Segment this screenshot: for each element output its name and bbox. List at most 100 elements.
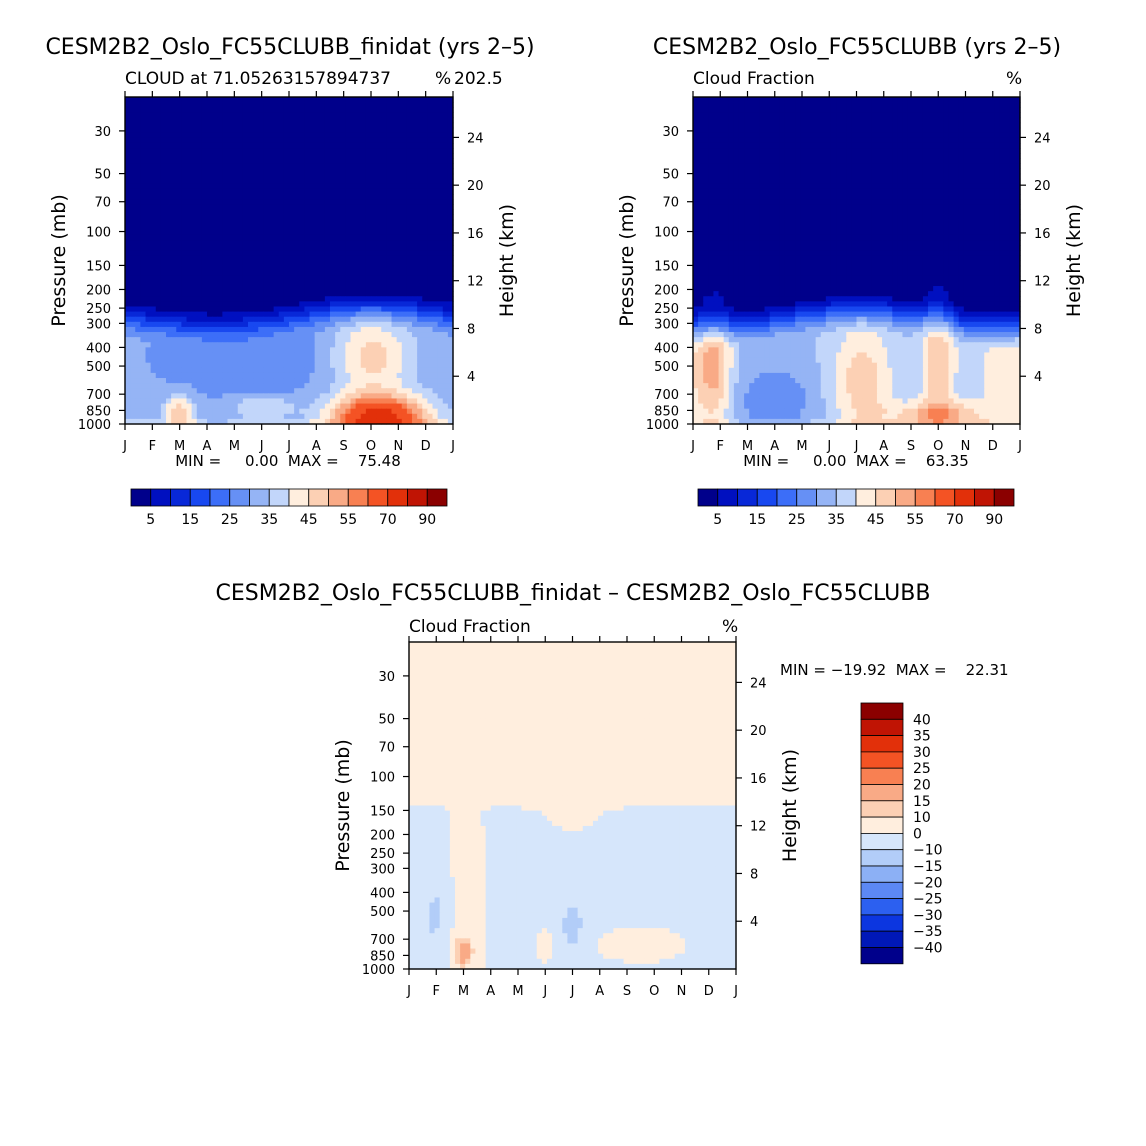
heatmap-cell [186, 413, 193, 420]
heatmap-cell [294, 301, 300, 308]
heatmap-cell [248, 255, 254, 262]
heatmap-cell [125, 132, 131, 139]
heatmap-cell [324, 240, 331, 246]
heatmap-cell [201, 112, 208, 119]
heatmap-cell [447, 153, 454, 159]
heatmap-cell [422, 296, 428, 302]
heatmap-cell [974, 127, 980, 134]
heatmap-cell [968, 142, 975, 149]
heatmap-cell [324, 112, 331, 119]
heatmap-cell [263, 214, 270, 221]
heatmap-cell [155, 97, 162, 103]
heatmap-cell [355, 332, 362, 338]
heatmap-cell [754, 107, 761, 113]
heatmap-cell [754, 142, 761, 149]
heatmap-cell [222, 306, 229, 313]
heatmap-cell [150, 332, 157, 338]
heatmap-cell [207, 224, 213, 231]
heatmap-cell [212, 148, 218, 154]
heatmap-cell [150, 383, 157, 389]
heatmap-cell [227, 219, 234, 226]
heatmap-cell [319, 234, 326, 241]
heatmap-cell [135, 347, 141, 354]
heatmap-cell [309, 357, 316, 364]
heatmap-cell [412, 240, 418, 246]
heatmap-cell [769, 112, 776, 119]
y-tick-label: 100 [86, 226, 111, 241]
heatmap-cell [253, 388, 259, 394]
heatmap-cell [417, 321, 423, 328]
heatmap-cell [432, 296, 439, 302]
heatmap-cell [335, 413, 341, 420]
heatmap-cell [263, 326, 270, 333]
heatmap-cell [196, 102, 203, 108]
heatmap-cell [442, 347, 449, 354]
heatmap-cell [145, 245, 152, 251]
heatmap-cell [207, 311, 213, 318]
heatmap-cell [160, 357, 167, 364]
heatmap-cell [248, 245, 254, 251]
heatmap-cell [417, 332, 423, 338]
heatmap-cell [125, 102, 131, 108]
heatmap-cell [242, 168, 249, 175]
heatmap-cell [406, 229, 413, 236]
heatmap-cell [242, 153, 249, 159]
heatmap-cell [217, 357, 223, 364]
heatmap-cell [856, 117, 863, 124]
heatmap-cell [212, 352, 218, 359]
heatmap-cell [166, 260, 172, 267]
heatmap-cell [289, 306, 295, 313]
heatmap-cell [150, 250, 157, 256]
heatmap-cell [130, 219, 136, 226]
heatmap-cell [140, 362, 147, 369]
heatmap-cell [330, 234, 336, 241]
heatmap-cell [406, 372, 413, 379]
heatmap-cell [376, 214, 382, 221]
heatmap-cell [784, 112, 791, 119]
heatmap-cell [217, 204, 223, 211]
heatmap-cell [222, 194, 229, 200]
heatmap-cell [268, 383, 275, 389]
heatmap-cell [391, 403, 398, 410]
heatmap-cell [309, 178, 316, 185]
heatmap-cell [912, 122, 919, 129]
heatmap-cell [437, 311, 444, 318]
heatmap-cell [232, 347, 239, 354]
heatmap-cell [176, 250, 182, 256]
heatmap-cell [861, 122, 868, 129]
heatmap-cell [330, 342, 336, 348]
heatmap-cell [314, 245, 321, 251]
heatmap-cell [386, 148, 393, 154]
heatmap-cell [278, 280, 285, 287]
heatmap-cell [242, 291, 249, 297]
y-tick-label: 300 [86, 317, 111, 332]
heatmap-cell [196, 306, 203, 313]
heatmap-cell [759, 137, 766, 144]
heatmap-cell [984, 132, 990, 139]
heatmap-cell [248, 286, 254, 292]
heatmap-cell [207, 280, 213, 287]
heatmap-cell [381, 270, 387, 277]
heatmap-cell [289, 183, 295, 190]
heatmap-cell [237, 163, 244, 170]
heatmap-cell [738, 112, 745, 119]
heatmap-cell [759, 97, 766, 103]
heatmap-cell [232, 148, 239, 154]
heatmap-cell [191, 178, 198, 185]
heatmap-cell [330, 306, 336, 313]
heatmap-cell [401, 367, 408, 374]
heatmap-cell [447, 286, 454, 292]
heatmap-cell [907, 132, 914, 139]
heatmap-cell [191, 372, 198, 379]
heatmap-cell [386, 275, 393, 282]
heatmap-cell [242, 148, 249, 154]
heatmap-cell [273, 153, 280, 159]
heatmap-cell [713, 153, 720, 159]
heatmap-cell [125, 240, 131, 246]
heatmap-cell [912, 117, 919, 124]
heatmap-cell [171, 378, 177, 384]
heatmap-cell [299, 388, 305, 394]
heatmap-cell [201, 168, 208, 175]
heatmap-cell [422, 362, 428, 369]
heatmap-cell [386, 311, 393, 318]
